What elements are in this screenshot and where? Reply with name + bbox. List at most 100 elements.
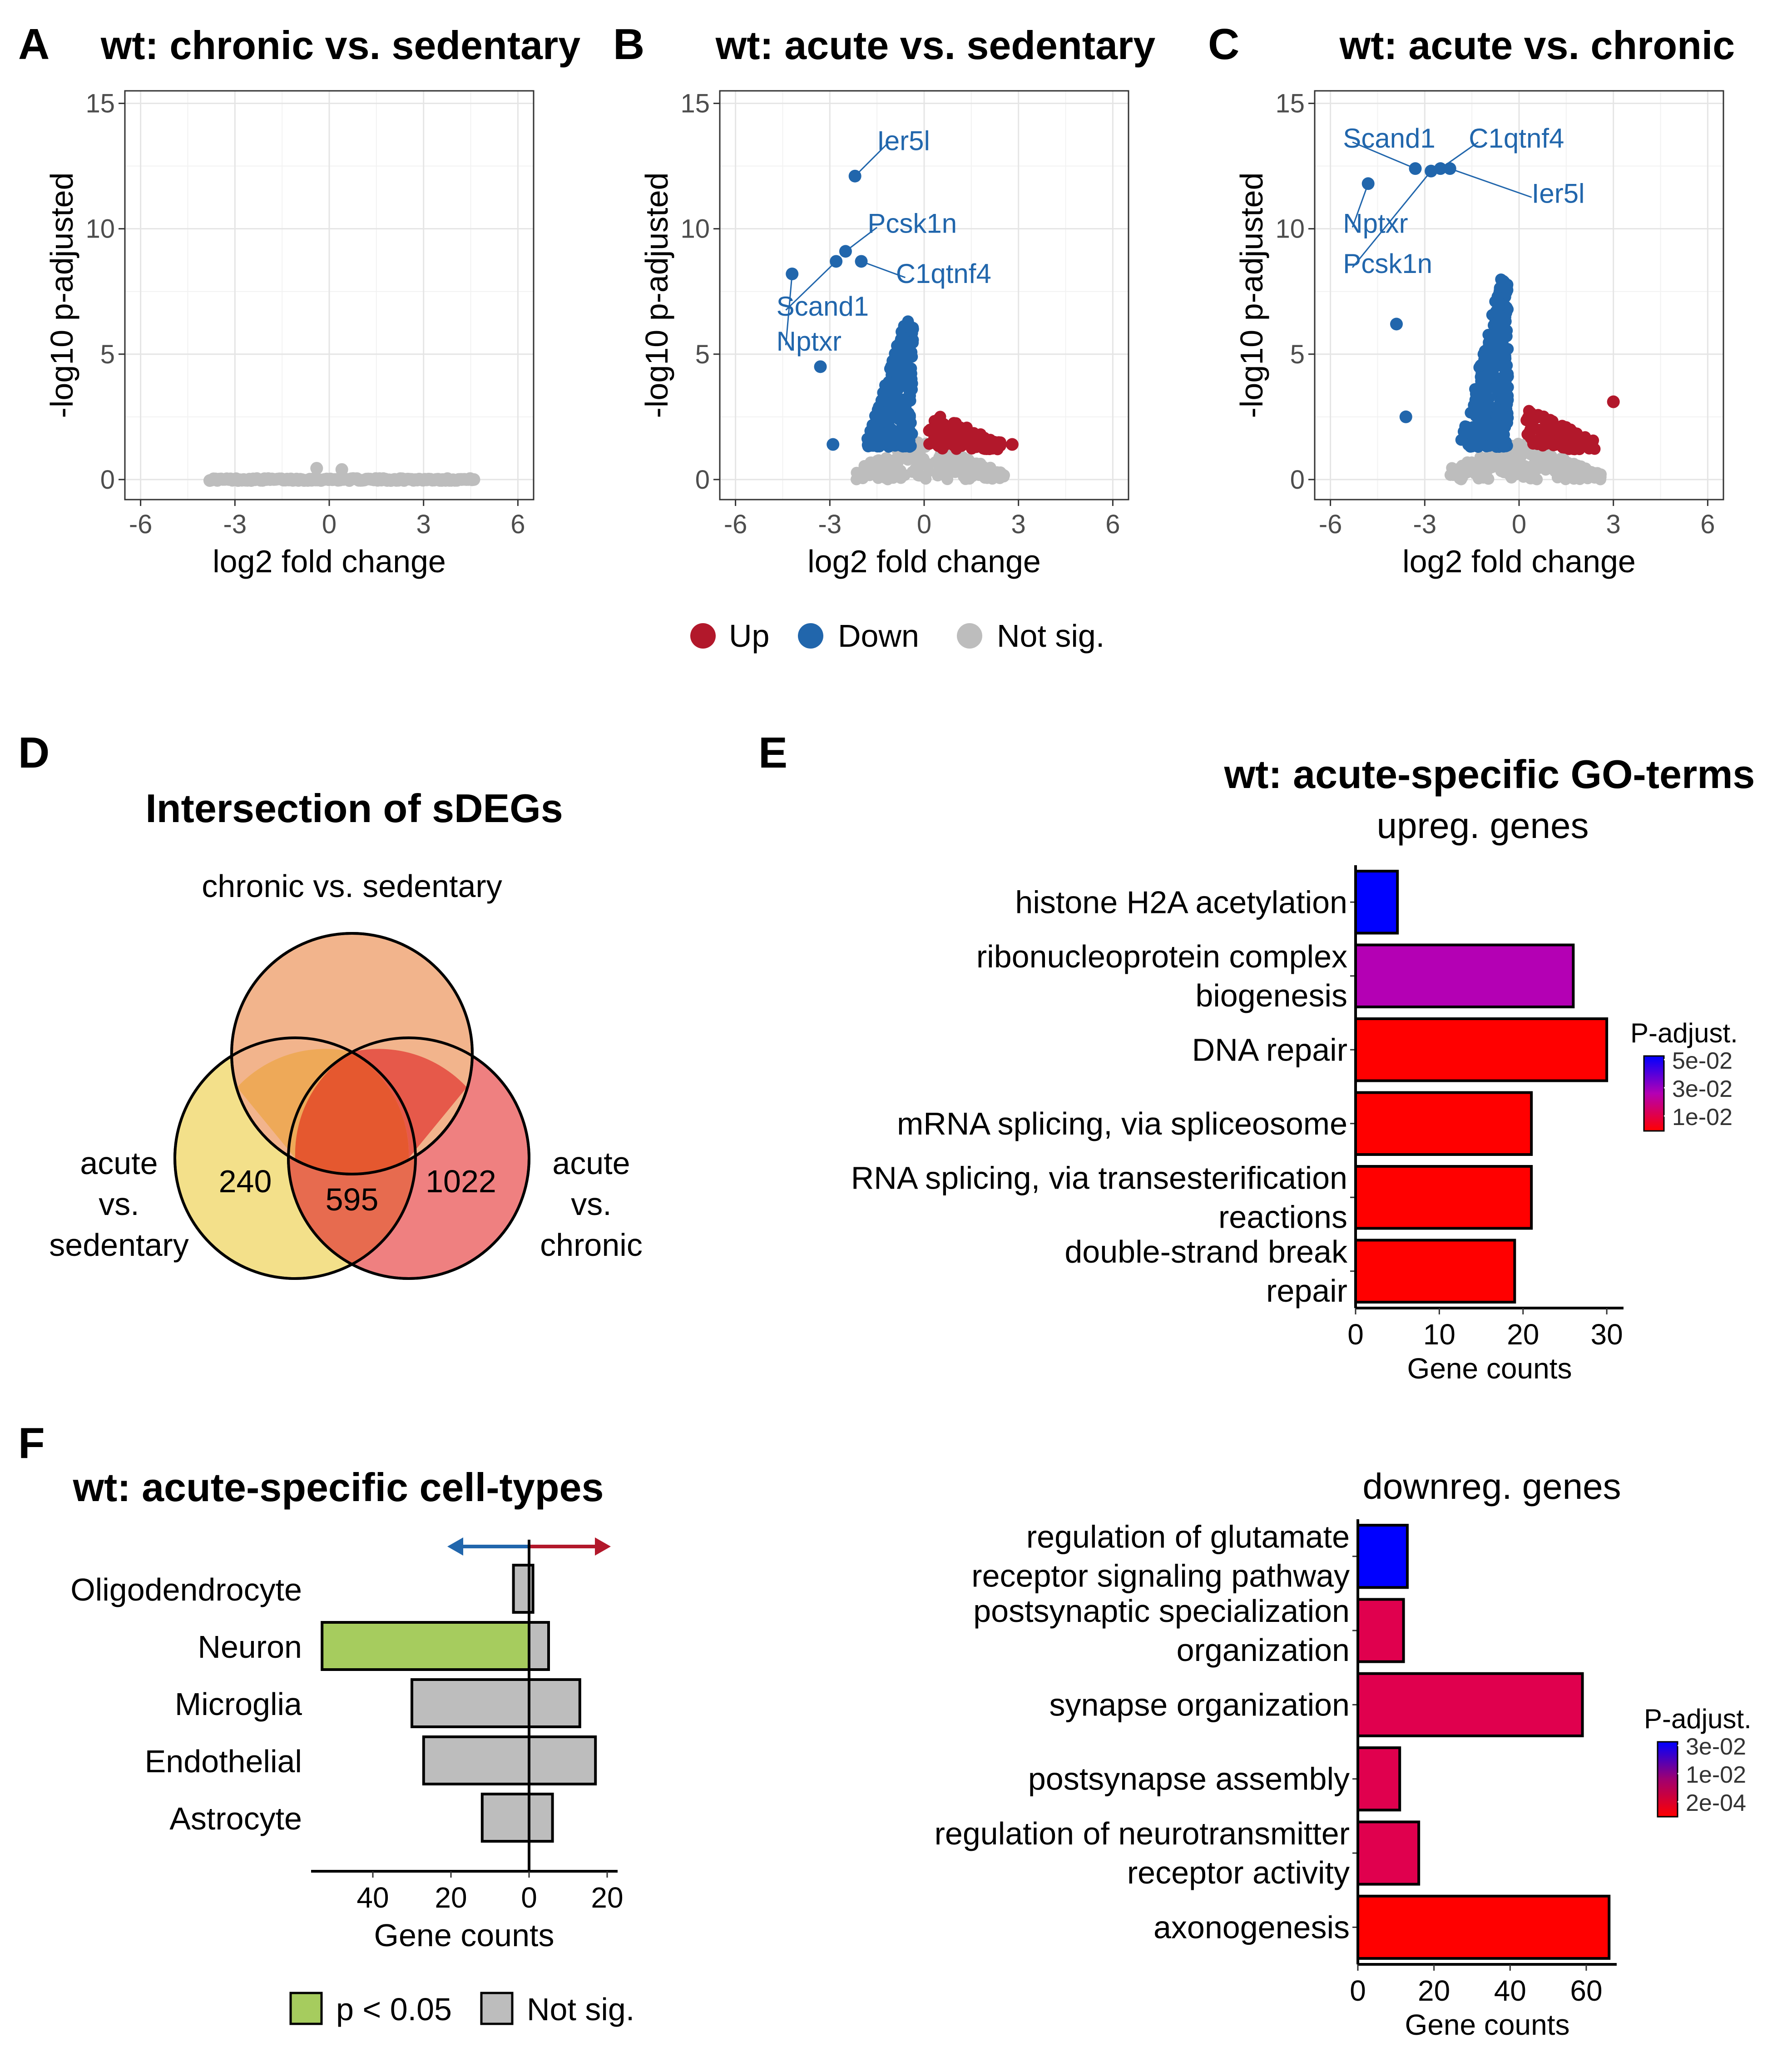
go-term-label: receptor activity: [1127, 1855, 1350, 1890]
legend-up-swatch: [690, 623, 716, 649]
x-axis-label: log2 fold change: [213, 544, 446, 579]
data-point: [1502, 411, 1514, 424]
cell-bar-down: [422, 1735, 530, 1785]
x-tick-label: 40: [356, 1881, 389, 1914]
go-subtitle: upreg. genes: [1376, 805, 1589, 846]
venn-label-acute-chr-3: chronic: [540, 1227, 643, 1263]
y-axis-label: -log10 p-adjusted: [1234, 173, 1269, 418]
data-point: [871, 409, 883, 421]
panel-letter-f: F: [18, 1419, 45, 1467]
data-point: [1535, 451, 1548, 463]
cell-type-label: Endothelial: [145, 1744, 302, 1779]
venn-label-acute-sed-1: acute: [80, 1145, 158, 1181]
data-point: [1547, 439, 1559, 451]
gene-label: C1qtnf4: [1469, 123, 1564, 154]
label-leader: [785, 261, 837, 311]
legend-label: 2e-04: [1686, 1790, 1746, 1816]
x-tick-label: 6: [510, 510, 525, 539]
go-term-label: reactions: [1218, 1199, 1347, 1234]
go-bar: [1356, 1894, 1611, 1960]
x-tick-label: -3: [223, 510, 247, 539]
y-tick-label: 0: [1290, 465, 1305, 495]
data-point: [1564, 427, 1577, 440]
go-bar: [1356, 1524, 1409, 1589]
cell-bar-up: [528, 1678, 581, 1728]
cell-bar-up: [528, 1793, 554, 1843]
venn-count-only-sedentary: 240: [219, 1164, 272, 1199]
x-tick-label: 3: [1011, 510, 1026, 539]
go-term-label: axonogenesis: [1153, 1909, 1350, 1945]
data-point: [827, 438, 840, 451]
data-point: [1498, 421, 1510, 433]
cell-bar-down: [512, 1564, 530, 1614]
cell-type-label: Neuron: [198, 1629, 302, 1665]
venn-label-acute-chr-1: acute: [552, 1145, 630, 1181]
go-term-label: postsynaptic specialization: [973, 1593, 1350, 1629]
x-tick-label: 0: [322, 510, 337, 539]
data-point: [1478, 377, 1490, 390]
data-point: [1565, 467, 1577, 480]
data-point: [1591, 467, 1604, 479]
x-tick-label: 0: [1512, 510, 1526, 539]
gene-label: Ier5l: [1532, 178, 1585, 208]
y-tick-label: 0: [695, 465, 710, 495]
x-tick-label: 6: [1700, 510, 1715, 539]
y-tick-label: 10: [85, 214, 115, 244]
cell-type-label: Astrocyte: [169, 1801, 302, 1836]
x-tick-label: 20: [1418, 1974, 1450, 2007]
x-axis-label: Gene counts: [374, 1918, 554, 1953]
legend-notsig-label: Not sig.: [997, 618, 1104, 654]
venn-outline-3: [230, 932, 474, 1175]
data-point: [1462, 439, 1475, 451]
go-term-label: regulation of neurotransmitter: [935, 1816, 1350, 1851]
label-leader: [1351, 183, 1369, 228]
volcano-legend: Up Down Not sig.: [690, 618, 1104, 654]
data-point: [1481, 464, 1494, 476]
panel-letter-d: D: [18, 729, 50, 777]
x-tick-label: 30: [1591, 1318, 1623, 1351]
legend-notsig-swatch: [480, 1992, 514, 2025]
go-term-label: histone H2A acetylation: [1015, 884, 1347, 920]
legend-label: 3e-02: [1672, 1076, 1733, 1102]
x-tick-label: 3: [1606, 510, 1621, 539]
data-point: [1574, 473, 1586, 485]
data-point: [877, 466, 890, 478]
data-point: [1456, 471, 1468, 484]
data-point: [1525, 472, 1537, 485]
data-point: [883, 406, 896, 418]
cell-bar-up: [528, 1621, 550, 1671]
volcano-plot-c: wt: acute vs. chronic Scand1 C1qtnf4 Ier5l N…: [1234, 23, 1735, 579]
x-axis-label: log2 fold change: [807, 544, 1041, 579]
data-point: [1501, 359, 1513, 372]
cell-type-label: Oligodendrocyte: [70, 1572, 302, 1607]
data-point: [814, 360, 827, 373]
gene-label: Nptxr: [1343, 208, 1408, 239]
go-term-label: regulation of glutamate: [1026, 1519, 1350, 1555]
go-bar: [1354, 1091, 1533, 1156]
go-bar: [1356, 1820, 1421, 1886]
go-term-label: organization: [1177, 1632, 1350, 1668]
arrow-up-head: [595, 1537, 611, 1556]
y-tick-label: 5: [100, 340, 115, 369]
data-point: [1532, 409, 1544, 421]
data-point: [892, 346, 905, 358]
data-point: [896, 331, 908, 343]
x-tick-label: 0: [1347, 1318, 1364, 1351]
cell-bar-up: [528, 1735, 597, 1785]
y-tick-label: 5: [695, 340, 710, 369]
label-leader: [861, 261, 906, 278]
data-point: [1495, 465, 1507, 477]
cell-type-chart: wt: acute-specific cell-types Oligodendro…: [70, 1465, 634, 2027]
data-point: [1469, 394, 1481, 406]
data-point: [1005, 438, 1019, 451]
data-point: [859, 470, 871, 482]
go-term-label: repair: [1266, 1273, 1347, 1309]
data-point: [1458, 462, 1470, 475]
x-tick-label: 0: [1350, 1974, 1366, 2007]
venn-title: Intersection of sDEGs: [145, 786, 563, 831]
legend-label: 5e-02: [1672, 1048, 1733, 1074]
gene-label: C1qtnf4: [896, 258, 991, 289]
go-subtitle: downreg. genes: [1362, 1466, 1621, 1507]
data-point: [1491, 322, 1503, 334]
